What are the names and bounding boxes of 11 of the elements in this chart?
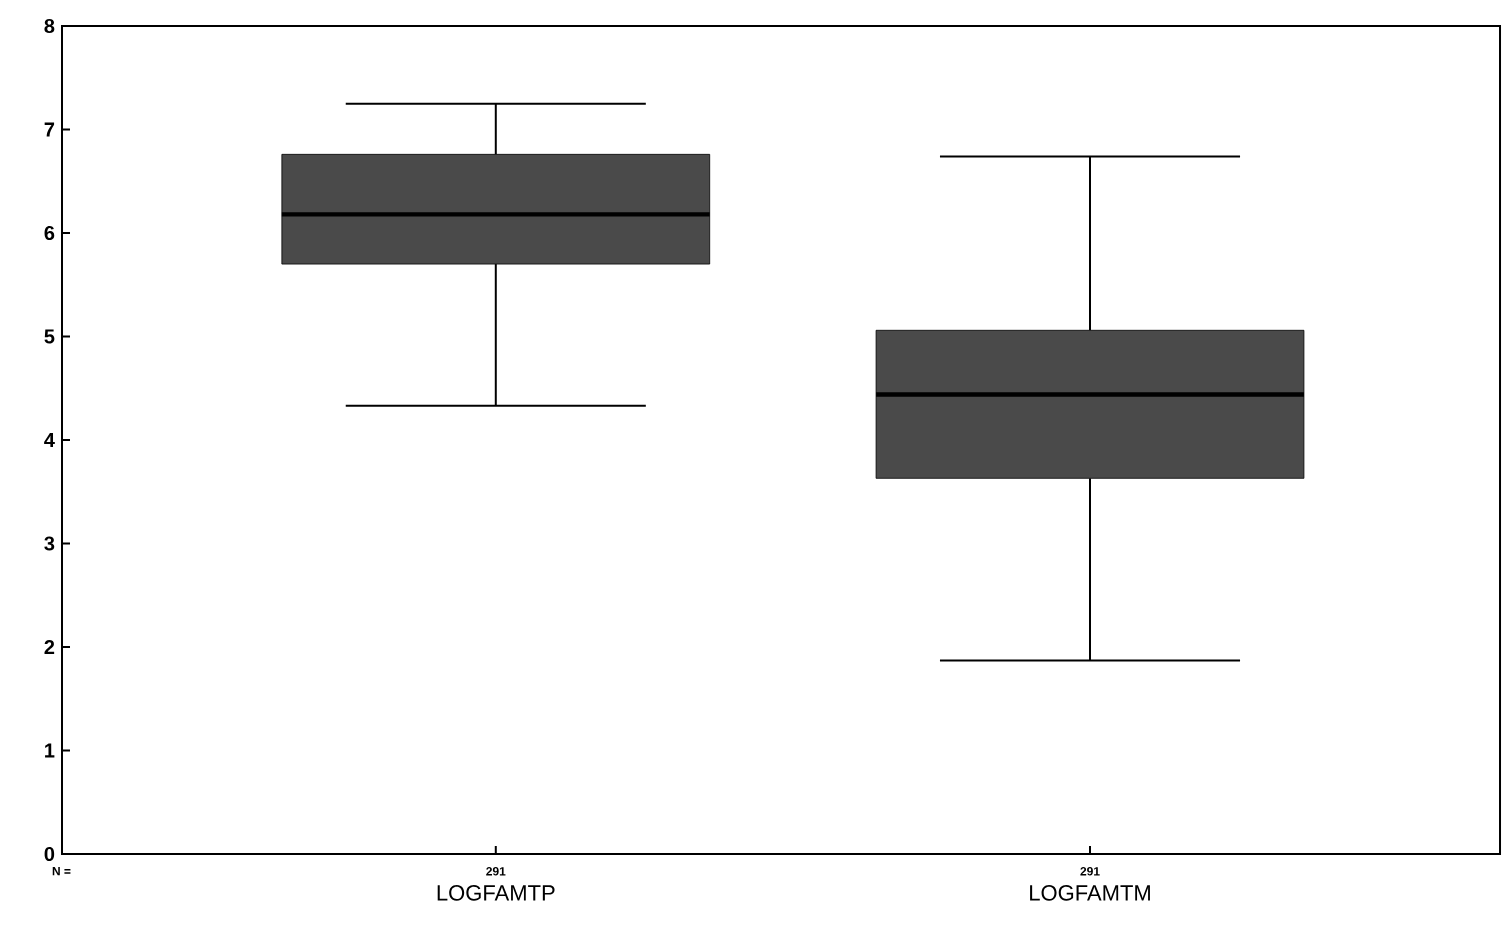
y-tick-label: 7 [44, 122, 55, 137]
y-tick-label: 8 [44, 18, 55, 34]
y-tick-label: 0 [44, 846, 55, 862]
x-tick-label: LOGFAMTP [437, 885, 555, 901]
y-tick-label: 5 [44, 329, 55, 344]
y-tick-label: 2 [44, 640, 55, 654]
y-tick-label: 3 [44, 536, 55, 551]
y-tick-label: 4 [44, 433, 55, 447]
y-tick-label: 1 [45, 743, 55, 758]
y-tick-label: 6 [44, 225, 55, 241]
x-tick-label: LOGFAMTM [1030, 885, 1150, 901]
